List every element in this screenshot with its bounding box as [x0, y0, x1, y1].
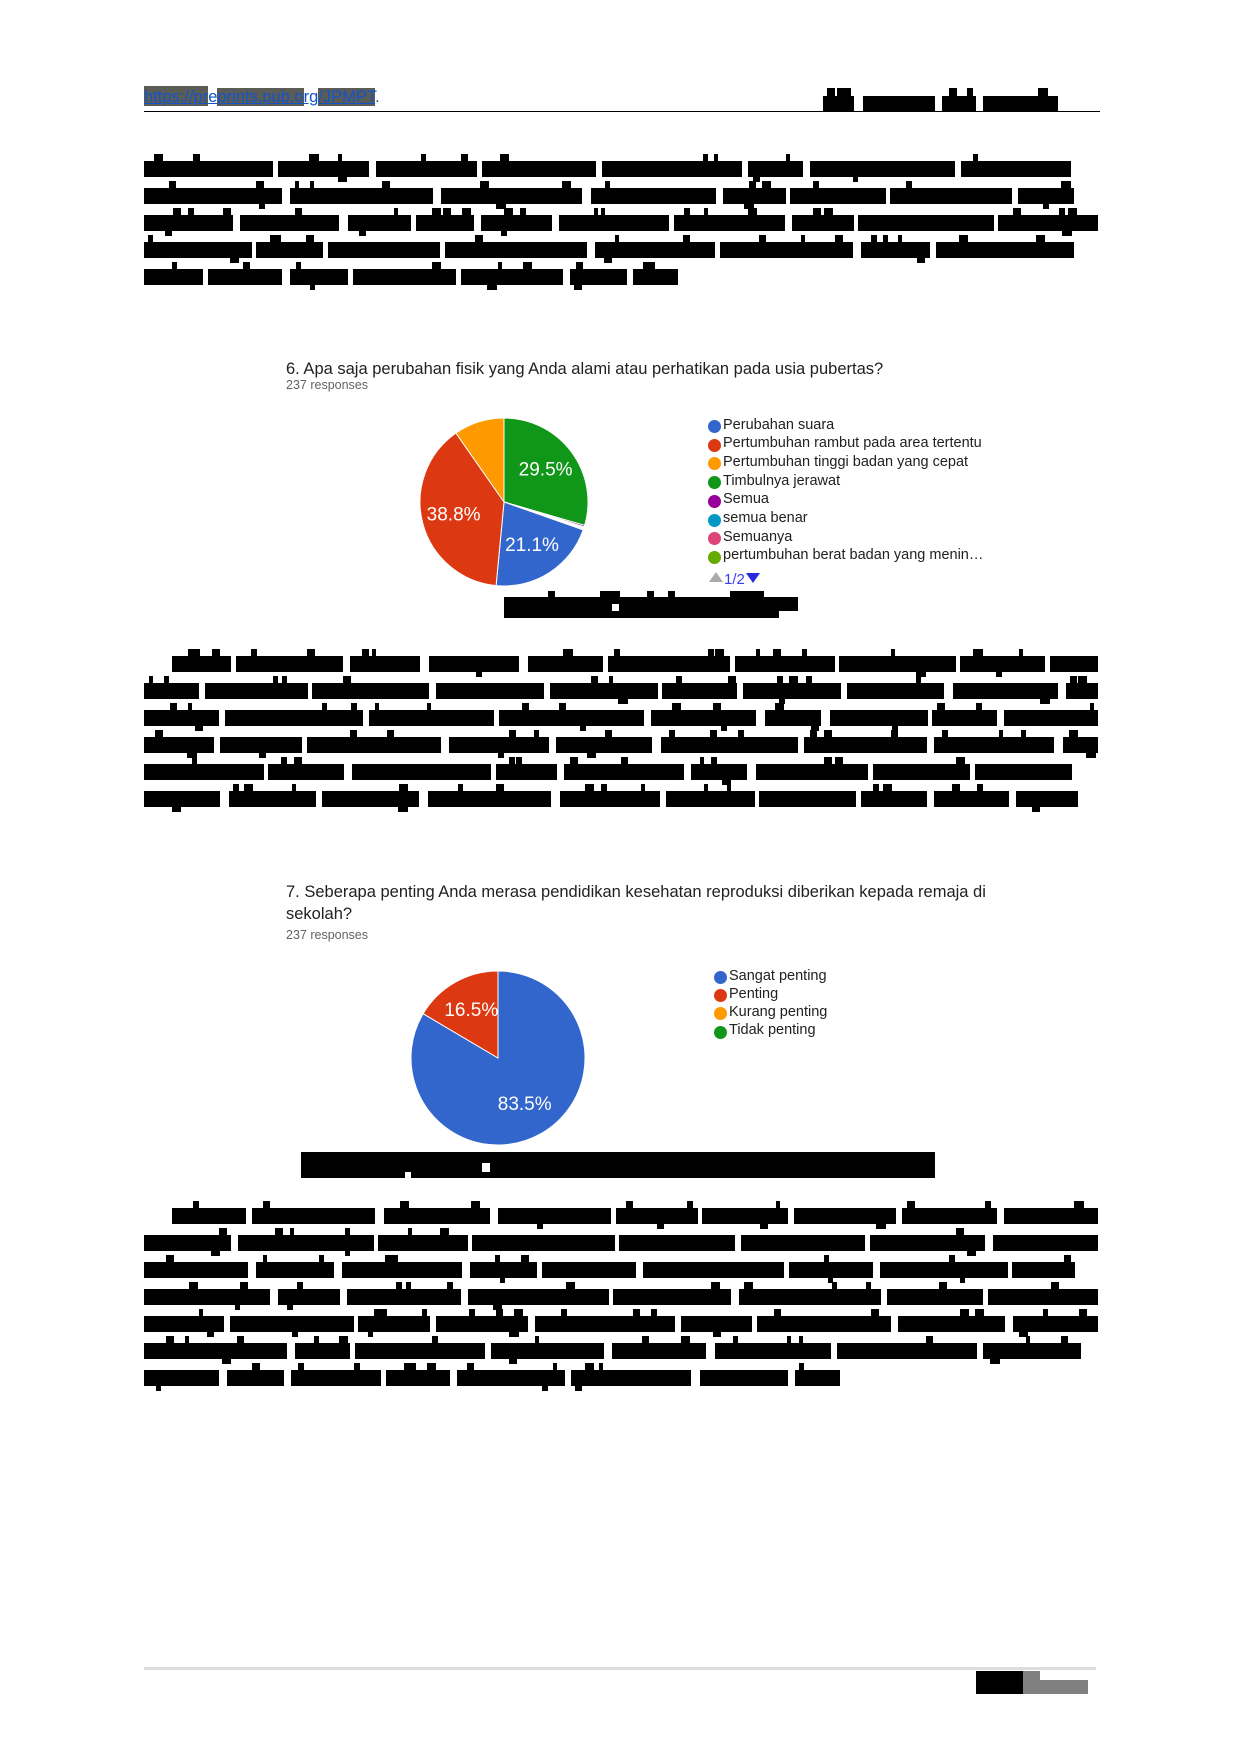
svg-text:83.5%: 83.5% — [498, 1094, 552, 1115]
svg-text:16.5%: 16.5% — [444, 1000, 498, 1021]
